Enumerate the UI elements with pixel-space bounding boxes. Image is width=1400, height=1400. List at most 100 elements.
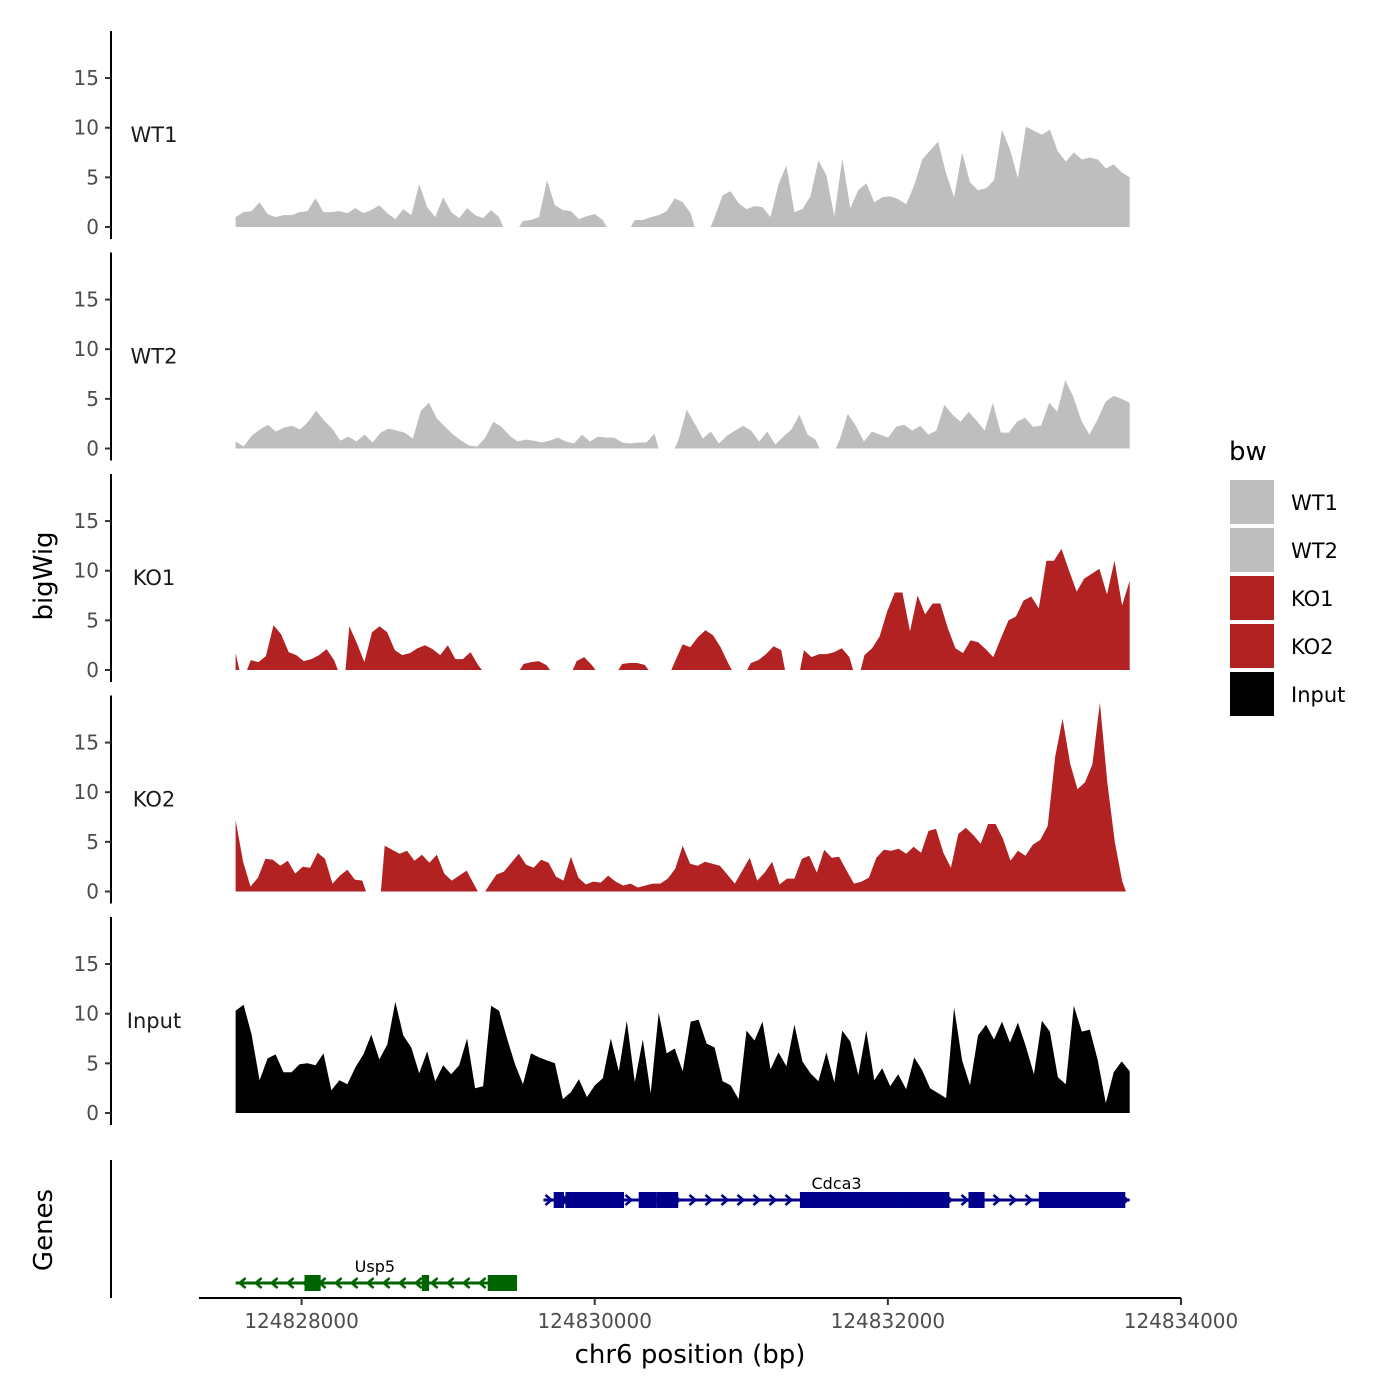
legend-label-ko2: KO2 <box>1291 635 1334 659</box>
exon-usp5-1 <box>421 1275 430 1291</box>
strand-arrow-cdca3 <box>736 1194 746 1206</box>
track-label-wt1: WT1 <box>131 123 178 147</box>
strand-arrow-usp5 <box>269 1277 279 1289</box>
track-label-wt2: WT2 <box>131 345 178 369</box>
coverage-area-ko2-2 <box>485 702 1126 892</box>
y-tick-label-wt1-10: 10 <box>74 116 99 140</box>
x-tick-label-2: 124832000 <box>831 1309 946 1333</box>
exon-cdca3-4 <box>799 1192 819 1208</box>
coverage-area-ko2-1 <box>380 845 478 892</box>
y-tick-label-ko2-5: 5 <box>86 830 99 854</box>
legend-swatch-ko2 <box>1230 624 1274 668</box>
legend-label-ko1: KO1 <box>1291 587 1334 611</box>
strand-arrow-usp5 <box>381 1277 391 1289</box>
y-tick-label-wt2-5: 5 <box>86 387 99 411</box>
strand-arrow-cdca3 <box>1024 1194 1034 1206</box>
strand-arrow-usp5 <box>413 1277 423 1289</box>
exon-cdca3-7 <box>968 1192 985 1208</box>
legend: bw WT1 WT2 KO1 KO2 Input <box>1229 437 1345 716</box>
strand-arrow-usp5 <box>445 1277 455 1289</box>
gene-label-cdca3: Cdca3 <box>812 1174 862 1193</box>
legend-label-input: Input <box>1291 683 1345 707</box>
coverage-area-ko1-8 <box>800 648 854 670</box>
y-tick-label-ko2-0: 0 <box>86 880 99 904</box>
exon-cdca3-6 <box>902 1192 950 1208</box>
y-tick-label-input-5: 5 <box>86 1051 99 1075</box>
y-tick-label-wt2-15: 15 <box>74 288 99 312</box>
coverage-area-wt1-1 <box>519 180 607 227</box>
coverage-area-ko1-5 <box>618 663 649 670</box>
y-tick-label-wt1-15: 15 <box>74 66 99 90</box>
exon-cdca3-2 <box>638 1192 657 1208</box>
exon-cdca3-5 <box>818 1192 903 1208</box>
legend-swatch-ko1 <box>1230 576 1274 620</box>
legend-title: bw <box>1229 437 1267 467</box>
y-tick-label-ko2-15: 15 <box>74 731 99 755</box>
exon-usp5-2 <box>487 1275 518 1291</box>
y-tick-label-ko1-5: 5 <box>86 608 99 632</box>
y-tick-label-ko1-10: 10 <box>74 559 99 583</box>
strand-arrow-usp5 <box>461 1277 471 1289</box>
strand-arrow-cdca3 <box>544 1194 554 1206</box>
x-tick-label-3: 124834000 <box>1124 1309 1239 1333</box>
strand-arrow-usp5 <box>237 1277 247 1289</box>
gene-annotation-panel: Usp5 Cdca3 <box>110 1160 1130 1298</box>
coverage-area-wt1-2 <box>630 198 695 227</box>
strand-arrow-usp5 <box>477 1277 487 1289</box>
coverage-area-ko1-7 <box>747 646 785 670</box>
coverage-area-input-0 <box>235 1001 1130 1113</box>
strand-arrow-cdca3 <box>1008 1194 1018 1206</box>
exon-cdca3-0 <box>553 1192 564 1208</box>
gene-cdca3: Cdca3 <box>543 1174 1130 1208</box>
strand-arrow-usp5 <box>397 1277 407 1289</box>
y-tick-label-wt2-10: 10 <box>74 337 99 361</box>
track-panel-ko2: 0 5 10 15 KO2 <box>74 695 1126 904</box>
x-tick-label-1: 124830000 <box>537 1309 652 1333</box>
strand-arrow-cdca3 <box>752 1194 762 1206</box>
strand-arrow-cdca3 <box>960 1194 970 1206</box>
legend-swatch-input <box>1230 672 1274 716</box>
strand-arrow-usp5 <box>349 1277 359 1289</box>
strand-arrow-cdca3 <box>992 1194 1002 1206</box>
y-tick-label-input-0: 0 <box>86 1101 99 1125</box>
exon-usp5-0 <box>304 1275 321 1291</box>
strand-arrow-cdca3 <box>624 1194 634 1206</box>
strand-arrow-usp5 <box>365 1277 375 1289</box>
gene-label-usp5: Usp5 <box>355 1257 395 1276</box>
coverage-area-ko1-3 <box>519 661 551 670</box>
track-panel-wt2: 0 5 10 15 WT2 <box>74 252 1130 461</box>
y-tick-label-ko1-15: 15 <box>74 509 99 533</box>
y-tick-label-input-10: 10 <box>74 1002 99 1026</box>
exon-cdca3-8 <box>1038 1192 1126 1208</box>
legend-swatch-wt1 <box>1230 480 1274 524</box>
track-label-ko2: KO2 <box>133 788 176 812</box>
coverage-area-ko1-4 <box>572 657 596 670</box>
track-label-input: Input <box>127 1009 181 1033</box>
strand-arrow-cdca3 <box>720 1194 730 1206</box>
coverage-area-ko2-0 <box>235 820 366 892</box>
exon-cdca3-1 <box>565 1192 625 1208</box>
strand-arrow-cdca3 <box>784 1194 794 1206</box>
strand-arrow-usp5 <box>429 1277 439 1289</box>
legend-label-wt2: WT2 <box>1291 539 1338 563</box>
coverage-area-wt1-0 <box>235 184 504 227</box>
coverage-area-wt1-3 <box>710 126 1130 227</box>
x-axis-title: chr6 position (bp) <box>575 1340 806 1370</box>
legend-swatch-wt2 <box>1230 528 1274 572</box>
strand-arrow-cdca3 <box>688 1194 698 1206</box>
strand-arrow-usp5 <box>253 1277 263 1289</box>
strand-arrow-usp5 <box>333 1277 343 1289</box>
coverage-area-wt2-0 <box>235 402 659 449</box>
coverage-area-ko1-2 <box>345 626 482 670</box>
coverage-area-wt2-1 <box>674 409 820 449</box>
y-tick-label-wt2-0: 0 <box>86 437 99 461</box>
coverage-area-wt2-2 <box>835 380 1130 449</box>
track-panel-wt1: 0 5 10 15 WT1 <box>74 31 1130 239</box>
track-panel-input: 0 5 10 15 Input <box>74 917 1130 1125</box>
strand-arrow-cdca3 <box>704 1194 714 1206</box>
y-tick-label-ko2-10: 10 <box>74 780 99 804</box>
y-tick-label-wt1-0: 0 <box>86 215 99 239</box>
y-axis-title: bigWig <box>29 531 59 620</box>
y-tick-label-wt1-5: 5 <box>86 165 99 189</box>
